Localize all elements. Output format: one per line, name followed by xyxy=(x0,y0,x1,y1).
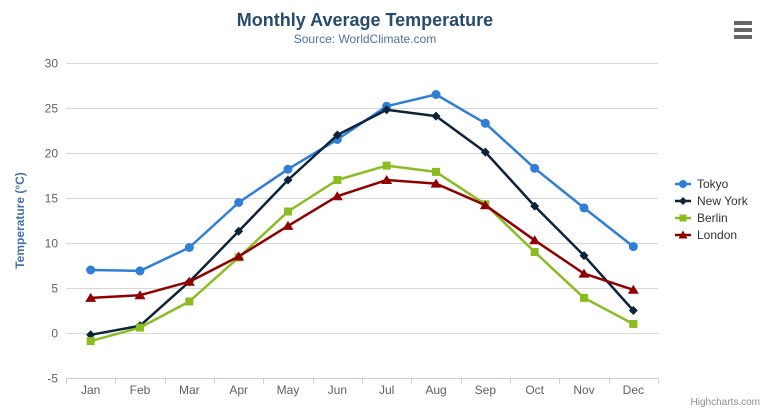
data-point-marker[interactable] xyxy=(480,147,490,157)
data-point-marker[interactable] xyxy=(234,198,244,207)
data-point-marker[interactable] xyxy=(382,105,392,115)
y-axis-label: 20 xyxy=(45,147,59,161)
legend-diamond-icon xyxy=(675,196,691,205)
data-point-marker[interactable] xyxy=(529,235,541,245)
series-line[interactable] xyxy=(89,178,635,300)
legend-item-label: Tokyo xyxy=(697,176,729,191)
data-point-marker[interactable] xyxy=(233,251,245,261)
series-line[interactable] xyxy=(89,93,635,273)
legend-item-label: New York xyxy=(697,193,748,208)
chart-subtitle: Source: WorldClimate.com xyxy=(293,32,437,46)
legend: Tokyo New York Berlin London xyxy=(675,175,748,243)
y-axis-title: Temperature (°C) xyxy=(13,172,27,269)
data-point-marker[interactable] xyxy=(86,330,96,340)
data-point-marker[interactable] xyxy=(185,297,194,306)
data-point-marker[interactable] xyxy=(430,178,442,188)
data-point-marker[interactable] xyxy=(578,268,590,278)
data-point-marker[interactable] xyxy=(579,251,589,261)
data-point-marker[interactable] xyxy=(283,175,293,185)
data-point-marker[interactable] xyxy=(331,191,343,201)
x-axis-label: Apr xyxy=(229,383,248,397)
legend-item-berlin[interactable]: Berlin xyxy=(675,209,748,226)
chart-title: Monthly Average Temperature xyxy=(236,10,494,30)
legend-triangle-icon xyxy=(675,230,691,238)
series-line[interactable] xyxy=(89,164,635,343)
legend-item-label: London xyxy=(697,227,738,242)
data-point-marker[interactable] xyxy=(480,118,490,128)
y-axis-label: 10 xyxy=(45,237,59,251)
data-point-marker[interactable] xyxy=(530,163,540,173)
x-axis-label: Aug xyxy=(425,383,446,397)
legend-item-new-york[interactable]: New York xyxy=(675,192,748,209)
data-point-marker[interactable] xyxy=(628,306,638,315)
y-axis-label: 30 xyxy=(45,57,59,71)
series-tokyo[interactable] xyxy=(86,90,638,276)
x-axis-label: Jun xyxy=(328,383,347,397)
data-point-marker[interactable] xyxy=(382,161,391,170)
legend-circle-icon xyxy=(675,179,691,188)
legend-item-tokyo[interactable]: Tokyo xyxy=(675,175,748,192)
x-axis-label: Oct xyxy=(525,383,544,397)
data-point-marker[interactable] xyxy=(628,242,638,252)
y-axis-label: 25 xyxy=(45,102,59,116)
data-point-marker[interactable] xyxy=(530,201,540,211)
x-axis-label: Dec xyxy=(623,383,644,397)
data-point-marker[interactable] xyxy=(234,226,244,236)
x-axis-label: Jan xyxy=(81,383,100,397)
x-axis-label: May xyxy=(277,383,300,397)
data-point-marker[interactable] xyxy=(627,284,639,294)
legend-item-label: Berlin xyxy=(697,210,728,225)
chart-context-menu-button[interactable] xyxy=(730,17,756,43)
data-point-marker[interactable] xyxy=(135,266,145,276)
y-axis-label: 0 xyxy=(51,327,58,341)
data-point-marker[interactable] xyxy=(86,265,96,275)
data-point-marker[interactable] xyxy=(580,293,588,302)
y-axis-label: 15 xyxy=(45,192,59,206)
data-point-marker[interactable] xyxy=(333,176,342,184)
y-axis-label: 5 xyxy=(51,282,58,296)
series-london[interactable] xyxy=(85,175,639,302)
data-point-marker[interactable] xyxy=(184,243,194,252)
data-point-marker[interactable] xyxy=(284,207,292,216)
data-point-marker[interactable] xyxy=(432,167,440,176)
data-point-marker[interactable] xyxy=(283,164,293,174)
data-point-marker[interactable] xyxy=(282,220,294,230)
data-point-marker[interactable] xyxy=(431,111,441,121)
x-axis-label: Feb xyxy=(130,383,151,397)
x-axis-label: Mar xyxy=(179,383,200,397)
data-point-marker[interactable] xyxy=(431,90,441,99)
credits-link[interactable]: Highcharts.com xyxy=(690,397,760,408)
data-point-marker[interactable] xyxy=(381,175,393,184)
x-axis-label: Nov xyxy=(573,383,594,397)
data-point-marker[interactable] xyxy=(183,276,195,286)
legend-square-icon xyxy=(675,214,691,221)
series-new-york[interactable] xyxy=(86,105,638,340)
data-point-marker[interactable] xyxy=(85,292,97,302)
data-point-marker[interactable] xyxy=(134,290,146,300)
series-line[interactable] xyxy=(89,108,635,337)
hamburger-icon xyxy=(734,21,752,39)
data-point-marker[interactable] xyxy=(479,200,491,210)
y-axis-label: -5 xyxy=(47,372,58,386)
data-point-marker[interactable] xyxy=(136,323,144,332)
x-axis-label: Sep xyxy=(475,383,497,397)
data-point-marker[interactable] xyxy=(332,130,342,140)
data-point-marker[interactable] xyxy=(530,248,539,256)
data-point-marker[interactable] xyxy=(86,337,95,346)
data-point-marker[interactable] xyxy=(579,203,589,213)
legend-item-london[interactable]: London xyxy=(675,226,748,243)
data-point-marker[interactable] xyxy=(629,320,638,328)
x-axis-label: Jul xyxy=(379,383,394,397)
